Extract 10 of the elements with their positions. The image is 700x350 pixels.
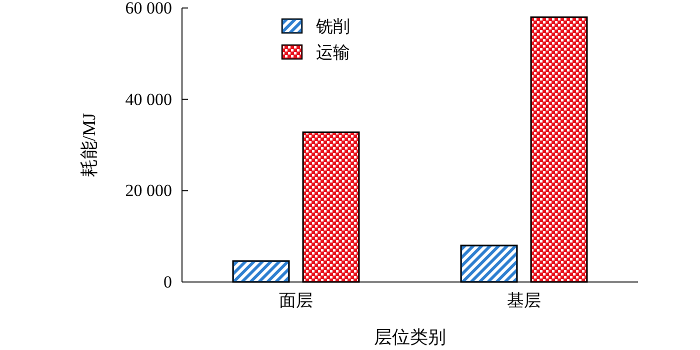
x-tick-label: 面层 — [279, 291, 313, 310]
legend-label: 运输 — [316, 43, 350, 62]
y-tick-label: 40 000 — [125, 90, 172, 109]
x-axis-title: 层位类别 — [374, 327, 446, 347]
x-tick-label: 基层 — [507, 291, 541, 310]
y-axis-title: 耗能/MJ — [79, 112, 99, 178]
legend-label: 铣削 — [315, 17, 350, 36]
y-tick-label: 0 — [164, 272, 172, 292]
y-tick-label: 60 000 — [125, 0, 172, 18]
y-tick-label: 20 000 — [125, 181, 172, 200]
